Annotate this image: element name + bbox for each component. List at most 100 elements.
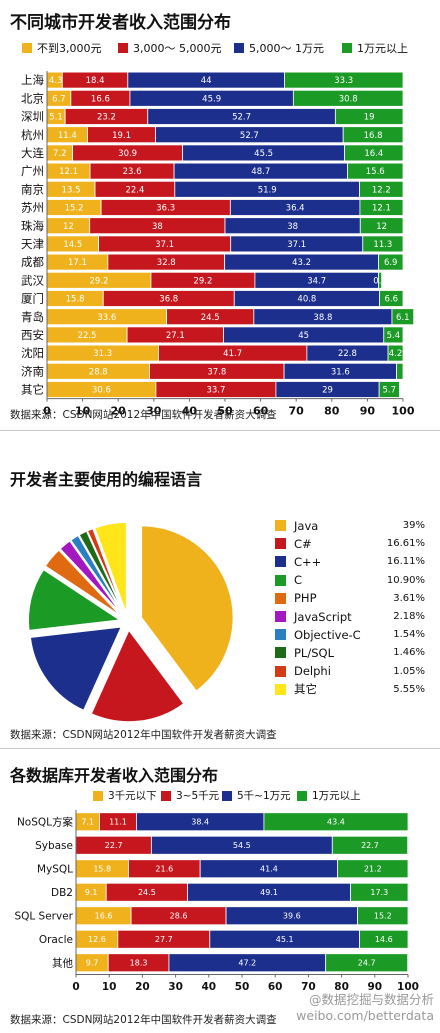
pie-legend-value: 10.90% <box>386 574 425 586</box>
pie-legend-value: 3.61% <box>393 592 425 604</box>
category-label: 沈阳 <box>21 346 44 360</box>
bar-value-label: 7.1 <box>81 818 94 827</box>
x-tick-label: 90 <box>360 405 376 418</box>
pie-slice-c <box>27 568 123 632</box>
legend-swatch-blue <box>222 790 232 801</box>
pie-legend-label: C++ <box>294 554 322 569</box>
x-tick-label: 90 <box>367 981 382 993</box>
legend-label: 3~5千元 <box>176 790 220 802</box>
legend-swatch <box>275 629 286 641</box>
pie-legend-value: 16.11% <box>386 556 425 568</box>
legend-item-under-3000: 不到3,000元 <box>22 40 102 56</box>
bar-segment <box>357 906 409 926</box>
bar-value-label: 17.1 <box>68 258 87 268</box>
bar-value-label: 36.8 <box>159 295 178 305</box>
language-section: 开发者主要使用的编程语言 Java 39% C# 16.61% C++ 16.11% C 10… <box>0 432 440 750</box>
pie-legend-value: 16.61% <box>386 538 425 550</box>
bar-segment <box>378 381 400 398</box>
category-label: 武汉 <box>21 273 44 287</box>
pie-legend-value: 1.46% <box>393 647 425 659</box>
bar-value-label: 38 <box>152 222 163 232</box>
x-tick-label: 70 <box>289 405 305 418</box>
bar-value-label: 39.6 <box>283 912 301 921</box>
legend-swatch <box>275 574 286 586</box>
category-label: 厦门 <box>21 292 44 306</box>
bar-segment <box>383 326 404 344</box>
bar-value-label: 12.1 <box>59 167 78 177</box>
x-tick-label: 20 <box>135 981 150 993</box>
legend-swatch <box>275 556 286 568</box>
x-tick-label: 0 <box>72 981 79 993</box>
x-tick-label: 100 <box>392 405 415 418</box>
bar-value-label: 30.6 <box>92 386 111 396</box>
bar-value-label: 31.3 <box>93 349 112 359</box>
bar-segment <box>396 362 404 380</box>
bar-segment <box>362 235 404 253</box>
bar-value-label: 11.1 <box>109 818 127 827</box>
legend-item-over-10000: 1万元以上 <box>342 40 408 56</box>
pie-legend-label: Objective-C <box>294 627 361 642</box>
pie-legend-item: C# 16.61% <box>275 535 425 552</box>
legend-item-over-10k: 1万元以上 <box>297 788 361 803</box>
bar-value-label: 29 <box>322 386 333 396</box>
legend-swatch <box>275 647 286 659</box>
plot-area <box>47 71 403 399</box>
bar-segment <box>378 271 383 289</box>
city-chart-title: 不同城市开发者收入范围分布 <box>10 13 231 33</box>
category-label: 杭州 <box>21 128 44 142</box>
bar-value-label: 16.6 <box>91 94 110 104</box>
x-tick-label: 10 <box>75 405 91 418</box>
bar-value-label: 9.1 <box>85 888 98 897</box>
bar-segment <box>387 344 404 362</box>
bar-value-label: 47.2 <box>238 959 256 968</box>
bar-value-label: 22.4 <box>125 185 144 195</box>
pie-legend-label: 其它 <box>294 682 317 697</box>
bar-value-label: 19 <box>364 113 375 123</box>
legend-label: 3,000～ 5,000元 <box>133 42 222 55</box>
bar-value-label: 49.1 <box>260 888 278 897</box>
bar-value-label: 41.4 <box>260 865 278 874</box>
legend-swatch-green <box>342 43 352 53</box>
language-chart-title: 开发者主要使用的编程语言 <box>10 470 203 489</box>
legend-swatch <box>275 538 286 550</box>
bar-value-label: 33.6 <box>97 313 116 323</box>
bar-value-label: 6.7 <box>52 94 66 104</box>
pie-legend-item: Delphi 1.05% <box>275 663 425 680</box>
bar-value-label: 33.7 <box>206 386 225 396</box>
category-label: Sybase <box>35 840 73 852</box>
bar-value-label: 23.2 <box>97 113 116 123</box>
category-label: 青岛 <box>21 310 44 324</box>
watermark-url: weibo.com/betterdata <box>296 1008 434 1023</box>
x-tick-label: 50 <box>217 405 233 418</box>
weibo-watermark: @数据挖掘与数据分析 weibo.com/betterdata <box>296 992 434 1024</box>
pie-slice-delphi <box>86 527 126 615</box>
category-label: SQL Server <box>14 911 73 923</box>
x-tick-label: 60 <box>268 981 283 993</box>
bar-segment <box>359 929 409 949</box>
legend-swatch <box>275 683 286 695</box>
bar-segment <box>284 71 404 89</box>
bar-value-label: 52.7 <box>240 131 259 141</box>
x-tick-label: 100 <box>397 981 419 993</box>
legend-label: 1万元以上 <box>357 42 408 55</box>
pie-slice-objective-c <box>69 534 125 616</box>
bar-value-label: 5.4 <box>387 331 401 341</box>
bar-value-label: 21.6 <box>155 865 173 874</box>
bar-value-label: 19.1 <box>112 131 131 141</box>
category-label: 上海 <box>21 73 44 87</box>
bar-value-label: 6.9 <box>384 258 398 268</box>
bar-value-label: 28.6 <box>170 912 188 921</box>
legend-label: 5,000～ 1万元 <box>249 42 324 55</box>
bar-value-label: 37.8 <box>207 367 226 377</box>
pie-legend-item: C 10.90% <box>275 572 425 589</box>
x-tick-label: 80 <box>334 981 349 993</box>
x-tick-label: 60 <box>253 405 269 418</box>
bar-value-label: 40.8 <box>297 295 316 305</box>
bar-value-label: 4.2 <box>389 349 403 359</box>
bar-value-label: 16.6 <box>95 912 113 921</box>
legend-swatch-yellow <box>93 790 103 801</box>
bar-value-label: 11.4 <box>58 131 77 141</box>
bar-value-label: 5.7 <box>383 386 397 396</box>
database-chart-title: 各数据库开发者收入范围分布 <box>10 766 219 785</box>
city-income-stacked-bar-chart: 上海 4.3 18.4 44 33.3 北京 6.7 16.6 45.9 30.8 深圳 5.1 23.… <box>21 71 415 418</box>
